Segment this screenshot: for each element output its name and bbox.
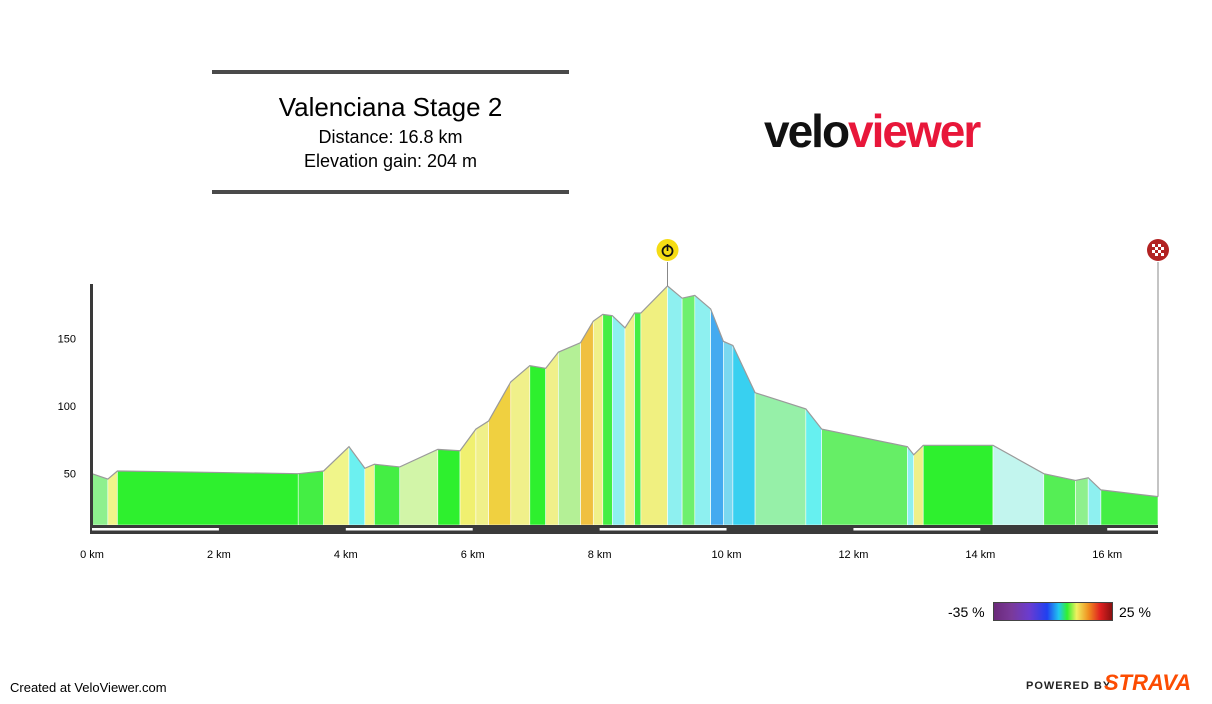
profile-segment (667, 285, 683, 526)
grade-scale-min-label: -35 % (948, 604, 985, 620)
x-axis-band (92, 528, 219, 531)
x-tick-label: 2 km (207, 549, 231, 561)
profile-segment (732, 345, 756, 526)
profile-segment (710, 308, 724, 526)
profile-segment (399, 448, 439, 526)
profile-segment (545, 351, 559, 526)
profile-segment (681, 295, 696, 526)
distance-label: Distance: 16.8 km (318, 127, 463, 147)
profile-segment (374, 463, 401, 526)
profile-segment (558, 342, 581, 526)
profile-segment (612, 315, 626, 526)
created-at-credit[interactable]: Created at VeloViewer.com (10, 680, 167, 695)
x-tick-label: 8 km (588, 549, 612, 561)
profile-segment (117, 470, 299, 526)
grade-scale-max-label: 25 % (1119, 604, 1151, 620)
title-rule-top (212, 70, 569, 74)
profile-segment (364, 463, 375, 526)
x-tick-label: 6 km (461, 549, 485, 561)
profile-segment (907, 445, 915, 526)
profile-segment (91, 473, 109, 526)
profile-segment (913, 444, 924, 526)
x-tick-label: 10 km (712, 549, 742, 561)
x-axis-band (853, 528, 981, 531)
page-title: Valenciana Stage 2 (278, 92, 503, 122)
y-tick-label: 50 (64, 469, 76, 481)
x-axis-band (345, 528, 473, 531)
timer-marker-icon (656, 239, 679, 261)
profile-segment (437, 449, 461, 526)
profile-segment (602, 314, 613, 526)
profile-segment (592, 313, 604, 526)
title-rule-bottom (212, 190, 569, 194)
veloviewer-logo: veloviewer (764, 105, 981, 157)
powered-by-label: POWERED BY (1026, 680, 1112, 692)
x-tick-label: 16 km (1092, 549, 1122, 561)
profile-segment (634, 312, 642, 526)
strava-logo[interactable]: STRAVA (1104, 670, 1192, 695)
profile-segment (1043, 473, 1076, 526)
profile-segment (297, 470, 324, 526)
profile-segment (475, 420, 489, 526)
profile-segment (624, 311, 635, 526)
profile-segment (1087, 477, 1102, 526)
profile-segment (992, 444, 1045, 526)
y-tick-label: 100 (58, 401, 76, 413)
y-tick-label: 150 (58, 334, 76, 346)
profile-outline (91, 285, 1159, 498)
profile-segment (640, 285, 668, 526)
title-box: Valenciana Stage 2 Distance: 16.8 km Ele… (212, 70, 569, 195)
profile-segment (529, 365, 546, 526)
profile-segment (580, 320, 594, 526)
profile-segment (922, 445, 994, 526)
x-tick-label: 12 km (838, 549, 868, 561)
elevation-gain-label: Elevation gain: 204 m (303, 151, 478, 171)
finish-flag-icon (1147, 239, 1169, 261)
profile-segment (1075, 477, 1089, 526)
x-axis-band (1107, 528, 1158, 531)
profile-segment (694, 294, 711, 526)
profile-segment (723, 340, 734, 526)
profile-segment (754, 392, 807, 526)
x-tick-label: 14 km (965, 549, 995, 561)
x-axis-band (599, 528, 727, 531)
profile-segment (459, 428, 477, 526)
x-tick-label: 4 km (334, 549, 358, 561)
profile-segment (488, 380, 512, 526)
grade-color-scale (993, 602, 1113, 621)
y-axis-line (90, 284, 93, 533)
x-tick-label: 0 km (80, 549, 104, 561)
profile-segment (107, 470, 118, 526)
profile-segment (510, 365, 531, 526)
